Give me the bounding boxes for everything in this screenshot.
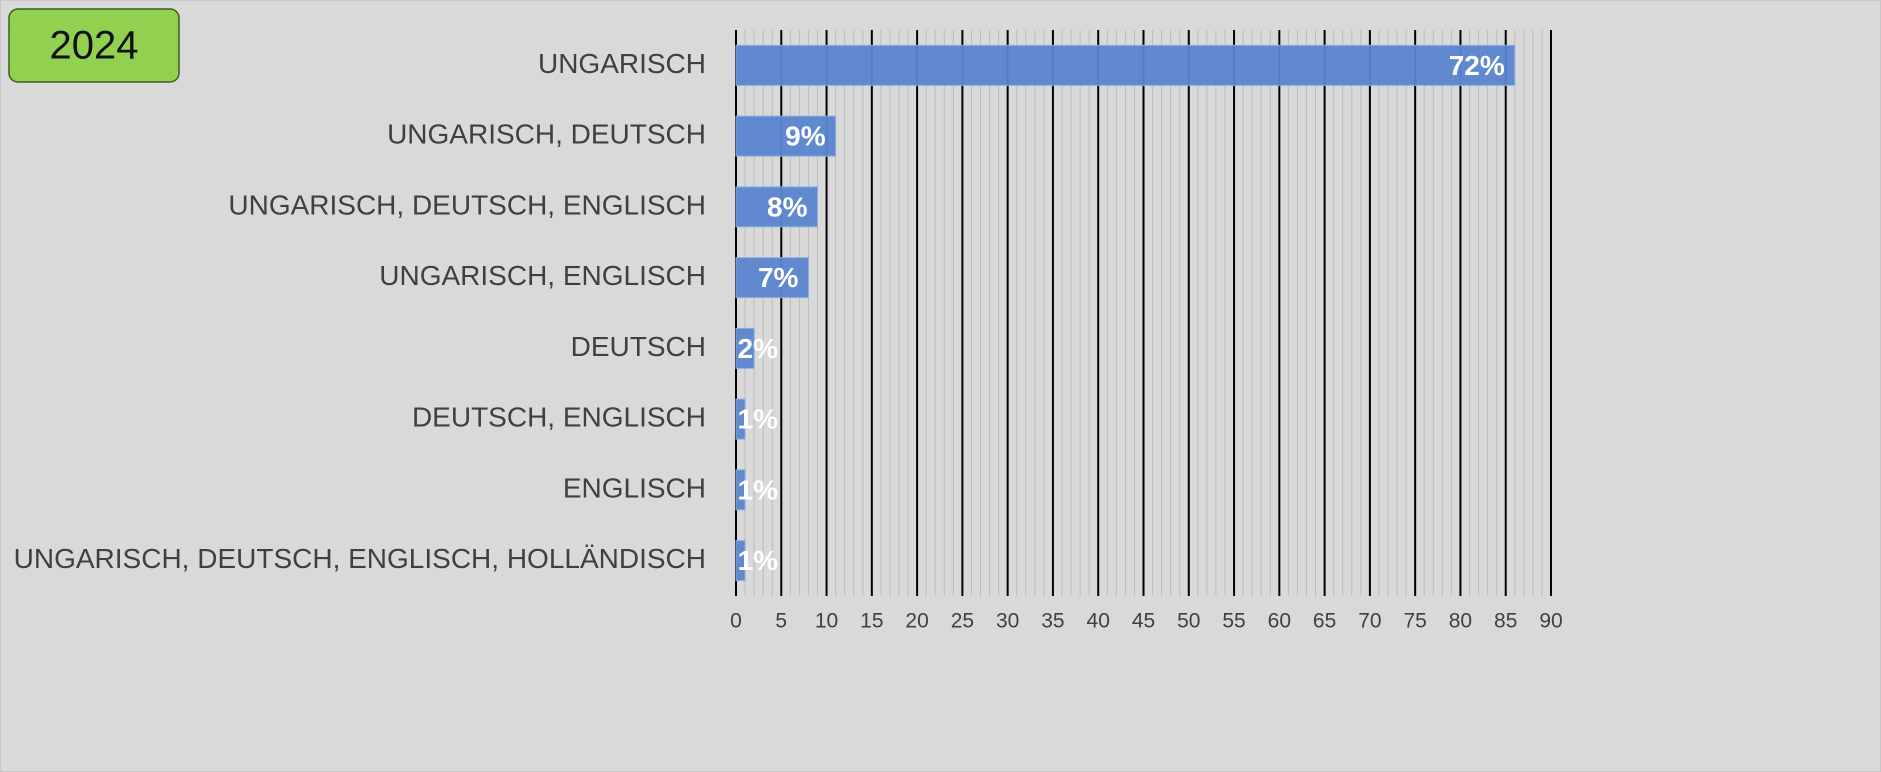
y-tick-label: UNGARISCH, DEUTSCH, ENGLISCH [228,189,706,220]
data-label: 2% [738,333,779,364]
y-tick-label: UNGARISCH, DEUTSCH [387,119,706,150]
bar [735,186,818,228]
data-label: 8% [767,191,808,222]
y-tick-label: ENGLISCH [563,472,706,503]
bar [735,327,755,369]
plot-area: 0 5 10 15 20 25 30 35 40 45 50 55 60 65 70 75 80 85 90 UNGA… [14,30,1563,633]
x-tick-label: 45 [1132,610,1155,633]
x-tick-label: 50 [1177,610,1200,633]
badge-text: 2024 [50,24,139,68]
x-tick-label: 20 [905,610,928,633]
y-tick-label: UNGARISCH, ENGLISCH [379,260,706,291]
x-tick-label: 15 [860,610,883,633]
x-tick-label: 90 [1539,610,1562,633]
data-label: 1% [738,474,779,505]
y-tick-label: DEUTSCH, ENGLISCH [412,402,706,433]
x-tick-label: 0 [730,610,742,633]
y-tick-label: DEUTSCH [571,331,706,362]
x-tick-label: 35 [1041,610,1064,633]
y-tick-label: UNGARISCH, DEUTSCH, ENGLISCH, HOLLÄNDISC… [14,543,706,574]
x-tick-label: 30 [996,610,1019,633]
bar [735,44,1516,86]
data-label: 72% [1449,50,1505,81]
x-tick-label: 85 [1494,610,1517,633]
x-tick-label: 65 [1313,610,1336,633]
x-tick-label: 10 [815,610,838,633]
x-tick-label: 40 [1087,610,1110,633]
year-badge [8,8,180,83]
data-label: 9% [785,121,826,152]
data-label: 1% [738,545,779,576]
data-label: 1% [738,404,779,435]
bar [735,469,746,511]
bar [735,257,809,299]
x-tick-label: 70 [1358,610,1381,633]
x-tick-label: 55 [1222,610,1245,633]
x-tick-label: 80 [1449,610,1472,633]
x-tick-label: 75 [1403,610,1426,633]
bar [735,115,837,157]
x-tick-label: 60 [1268,610,1291,633]
x-tick-label: 5 [775,610,787,633]
data-label: 7% [758,262,799,293]
x-tick-label: 25 [951,610,974,633]
bar [735,540,746,582]
y-tick-label: UNGARISCH [538,48,706,79]
bar [735,398,746,440]
